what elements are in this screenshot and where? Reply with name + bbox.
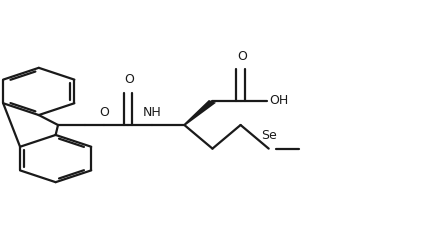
Text: OH: OH	[270, 94, 289, 107]
Text: O: O	[237, 50, 247, 63]
Text: O: O	[99, 106, 109, 119]
Polygon shape	[183, 100, 216, 126]
Text: Se: Se	[261, 130, 276, 142]
Text: O: O	[125, 74, 135, 86]
Text: NH: NH	[142, 106, 161, 119]
